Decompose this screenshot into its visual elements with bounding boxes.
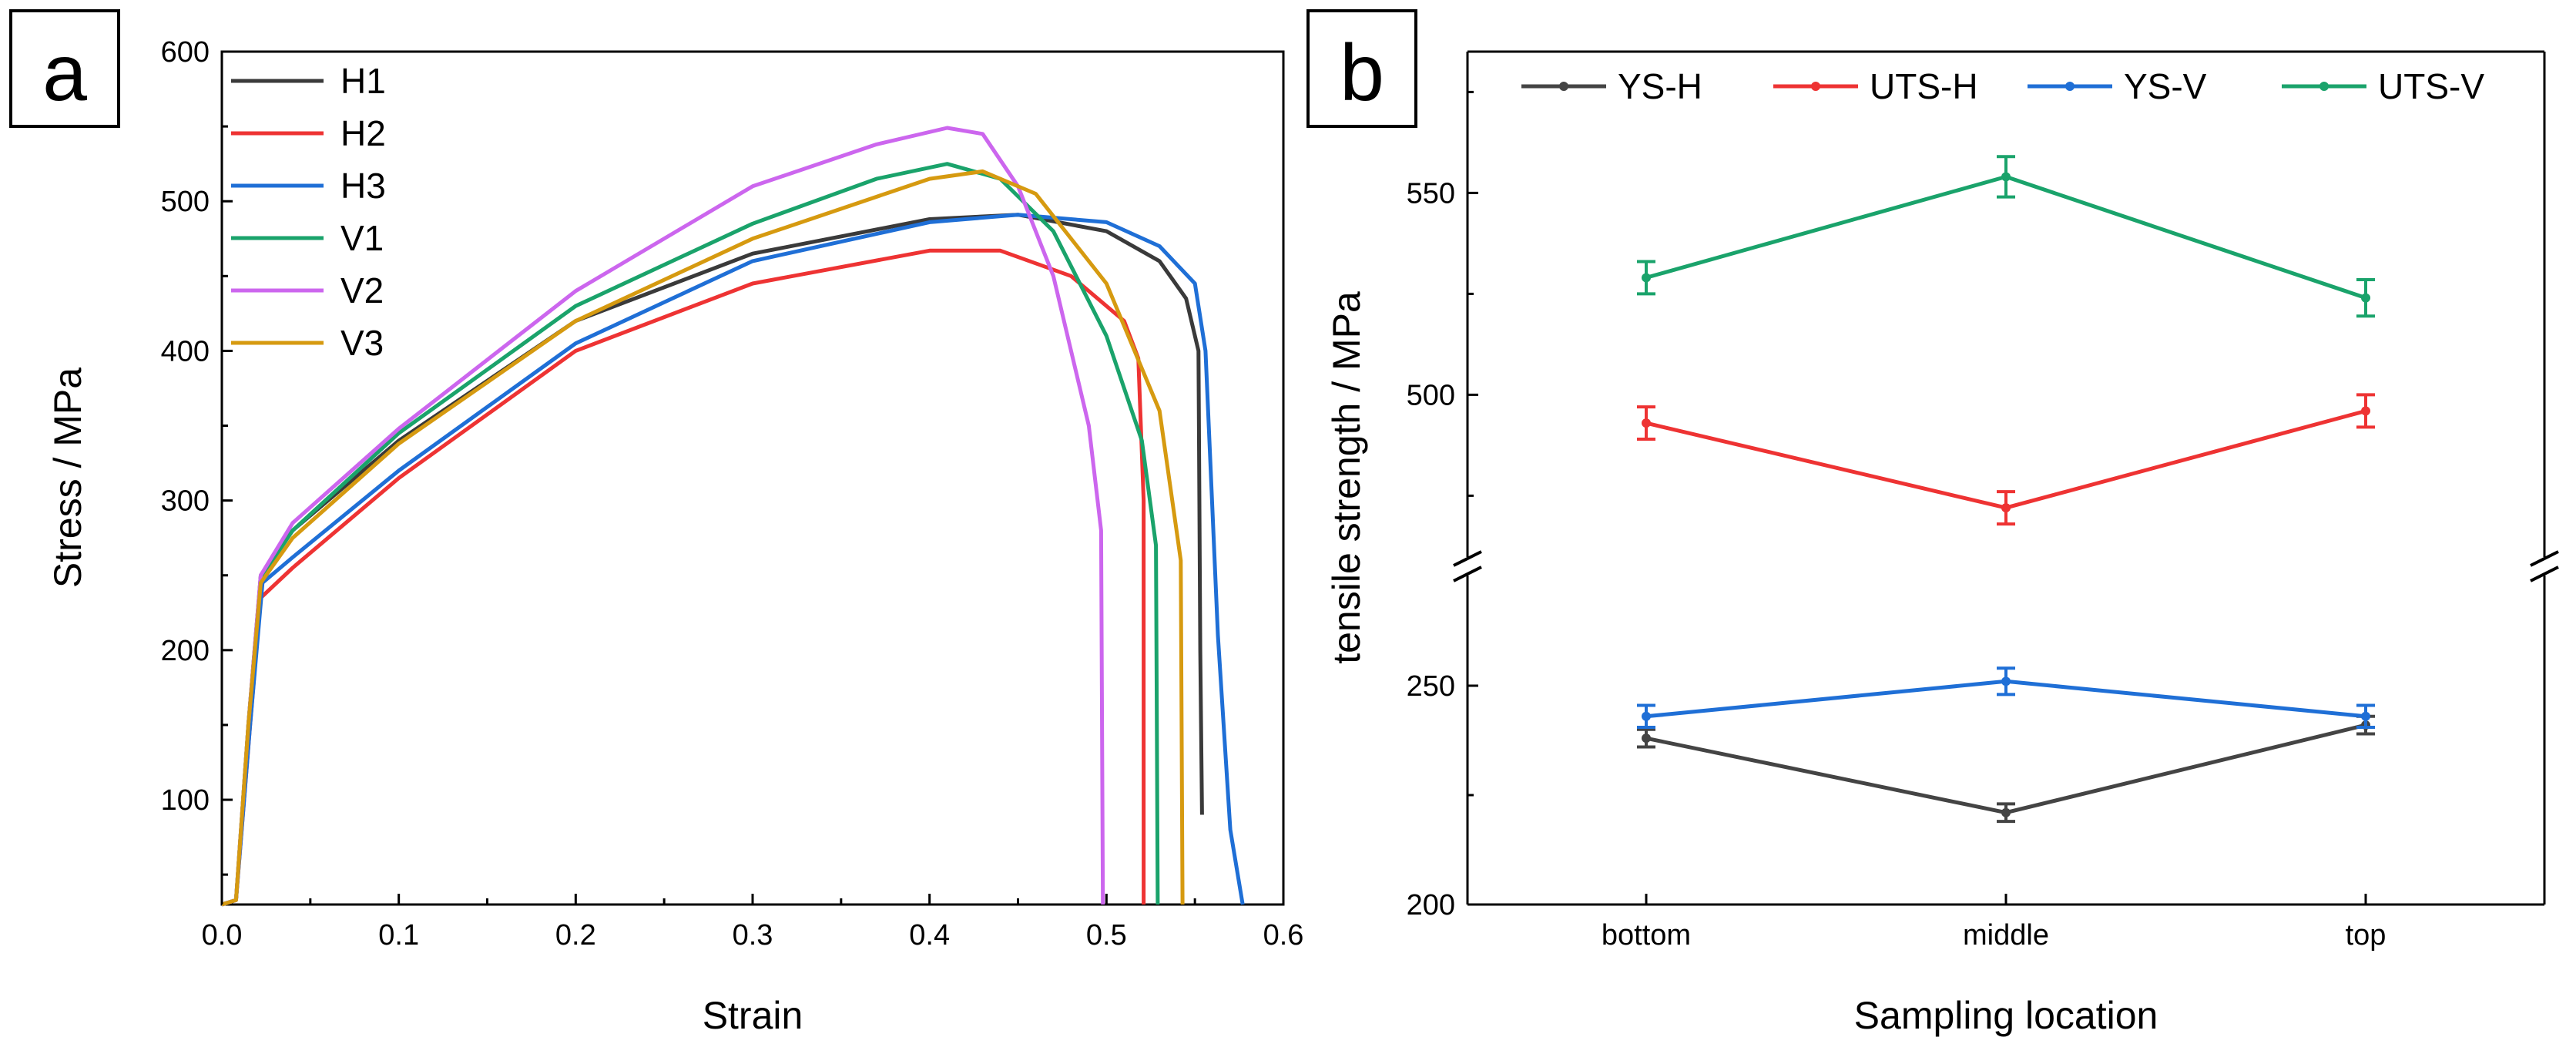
panel-a-x-tick-label: 0.1 — [378, 919, 419, 952]
panel-a-x-tick-label: 0.2 — [555, 919, 596, 952]
panel-a-x-tick-label: 0.3 — [733, 919, 773, 952]
panel-a-y-tick-label: 400 — [161, 335, 210, 368]
panel-b-label-box — [1306, 9, 1417, 128]
panel-b-legend-marker-uts-h — [1811, 82, 1820, 91]
panel-b-y-tick-label: 500 — [1407, 379, 1455, 411]
panel-a-x-tick-label: 0.6 — [1263, 919, 1304, 952]
panel-b-legend-label-ys-h: YS-H — [1618, 66, 1702, 106]
panel-b-point-uts-v — [2001, 172, 2011, 182]
panel-a-legend-label-h1: H1 — [340, 61, 386, 101]
panel-b-point-ys-v — [1642, 711, 1651, 721]
panel-a-stress-strain-chart: 0.0 0.1 0.2 0.3 0.4 0.5 0.6 100 200 300 400 500 600… — [46, 36, 1303, 1037]
panel-b-point-ys-h — [1642, 733, 1651, 743]
panel-b-legend-marker-ys-h — [1559, 82, 1568, 91]
panel-b-point-ys-v — [2361, 711, 2370, 721]
panel-b-legend-label-uts-h: UTS-H — [1870, 66, 1978, 106]
panel-a-x-tick-label: 0.4 — [909, 919, 950, 952]
panel-b-point-uts-h — [2361, 406, 2370, 416]
panel-a-y-tick-label: 500 — [161, 186, 210, 218]
panel-b-y-tick-label: 250 — [1407, 670, 1455, 703]
panel-b-legend-label-uts-v: UTS-V — [2378, 66, 2484, 106]
panel-a-y-axis-title: Stress / MPa — [46, 368, 89, 588]
panel-b-axis-break-mark — [1453, 550, 1482, 567]
panel-a-series-v3 — [221, 169, 1185, 907]
panel-a-y-tick-label: 300 — [161, 485, 210, 518]
panel-b-x-tick-label-top: top — [2346, 919, 2386, 952]
panel-b-y-tick-label: 550 — [1407, 177, 1455, 210]
panel-a-y-tick-label: 100 — [161, 784, 210, 817]
panel-b-axis-break-mark — [2530, 550, 2559, 567]
panel-a-legend-label-h3: H3 — [340, 166, 386, 206]
panel-a-y-tick-label: 600 — [161, 36, 210, 69]
panel-a-x-tick-label: 0.5 — [1086, 919, 1127, 952]
panel-a-label-box — [9, 9, 120, 128]
panel-b-point-ys-h — [2001, 807, 2011, 817]
panel-b-tensile-strength-chart: bottom middle top 200 250 500 550 YS-H UTS-H YS… — [1325, 50, 2559, 1037]
panel-b-axis-break-mark — [2530, 566, 2559, 582]
panel-a-legend-label-h2: H2 — [340, 113, 386, 153]
panel-a-label: a — [42, 29, 87, 118]
panel-b-point-uts-v — [2361, 293, 2370, 303]
panel-a-x-axis-title: Strain — [703, 994, 803, 1037]
panel-a-y-tick-label: 200 — [161, 635, 210, 667]
panel-b-legend-marker-ys-v — [2065, 82, 2075, 91]
panel-a-x-tick-label: 0.0 — [202, 919, 243, 952]
panel-b-label: b — [1340, 29, 1384, 118]
panel-b-y-axis-title: tensile strength / MPa — [1325, 291, 1368, 664]
panel-a-legend-label-v2: V2 — [340, 270, 384, 310]
panel-b-point-uts-h — [2001, 503, 2011, 513]
panel-b-x-tick-label-middle: middle — [1963, 919, 2049, 952]
panel-b-x-tick-label-bottom: bottom — [1602, 919, 1691, 952]
panel-b-point-uts-h — [1642, 418, 1651, 428]
panel-b-x-axis-title: Sampling location — [1854, 994, 2158, 1037]
panel-a-legend-label-v3: V3 — [340, 323, 384, 363]
panel-b-legend-label-ys-v: YS-V — [2124, 66, 2207, 106]
panel-a-legend-label-v1: V1 — [340, 218, 384, 258]
panel-b-point-uts-v — [1642, 273, 1651, 283]
panel-b-legend-marker-uts-v — [2319, 82, 2329, 91]
panel-b-axis-break-mark — [1453, 566, 1482, 582]
panel-b-y-tick-label: 200 — [1407, 889, 1455, 921]
panel-b-point-ys-v — [2001, 676, 2011, 686]
